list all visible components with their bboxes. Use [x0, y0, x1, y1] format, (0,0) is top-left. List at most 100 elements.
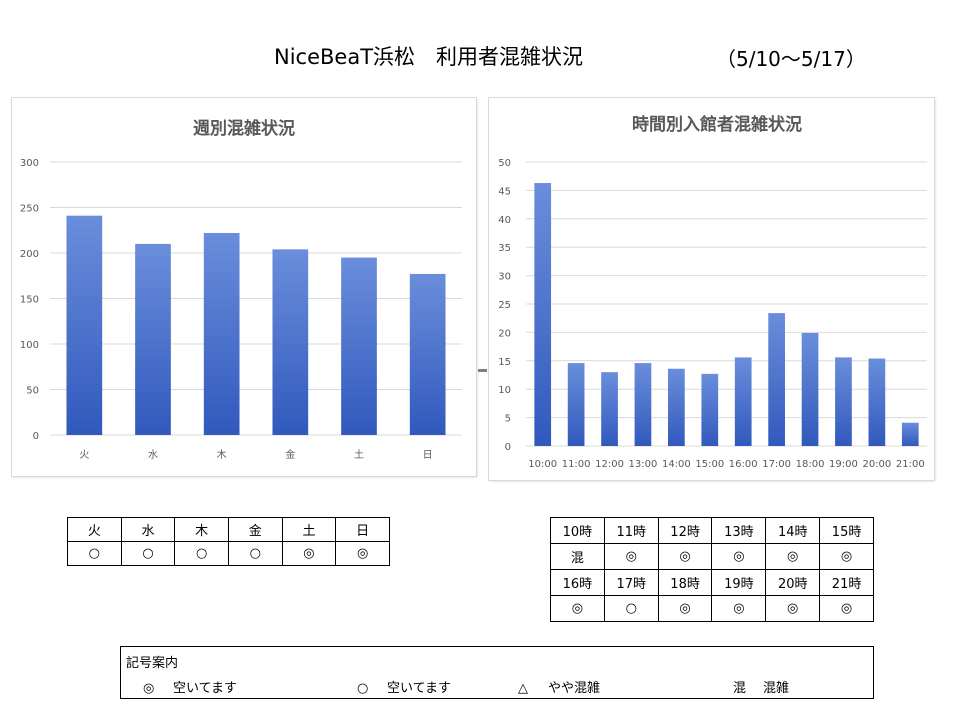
- hour-header: 11時: [603, 517, 659, 544]
- x-tick-label: 19:00: [829, 459, 858, 470]
- weekly-chart-panel: 週別混雑状況 0 50 100 150 200 250 300 火 水 木 金 土 日: [12, 98, 476, 476]
- bar: [868, 358, 886, 446]
- bar: [272, 249, 309, 435]
- x-tick-label: 20:00: [862, 459, 891, 470]
- bar: [409, 273, 446, 435]
- day-header: 火: [67, 517, 122, 542]
- status-cell: ◎: [765, 595, 821, 622]
- hour-header: 19時: [711, 569, 767, 596]
- status-cell: ◎: [711, 543, 767, 570]
- legend-symbol: ◎: [143, 681, 155, 696]
- status-cell: ○: [174, 541, 229, 566]
- status-cell: ◎: [335, 541, 390, 566]
- y-tick-label: 300: [20, 158, 39, 169]
- bar: [634, 363, 652, 446]
- day-header: 木: [174, 517, 229, 542]
- x-tick-label: 日: [423, 450, 433, 461]
- y-tick-label: 50: [26, 386, 39, 397]
- x-tick-label: 土: [354, 448, 364, 461]
- legend-label: やや混雑: [548, 681, 601, 696]
- y-tick-label: 250: [20, 204, 39, 215]
- x-tick-label: 18:00: [796, 459, 825, 470]
- x-tick-label: 金: [285, 448, 295, 461]
- date-range: （5/10～5/17）: [716, 47, 866, 71]
- bar: [701, 373, 719, 446]
- status-cell: ◎: [550, 595, 605, 622]
- hourly-status-table: 10時 11時 12時 13時 14時 15時 混 ◎ ◎ ◎ ◎ ◎ 16時 …: [550, 517, 874, 622]
- y-tick-label: 15: [498, 357, 511, 368]
- day-header: 水: [120, 517, 176, 542]
- y-tick-label: 10: [498, 385, 511, 396]
- status-cell: 混: [550, 543, 605, 570]
- day-header: 日: [335, 517, 390, 542]
- hour-header: 10時: [550, 517, 605, 544]
- bar: [801, 332, 819, 446]
- legend-symbol: 混: [733, 681, 747, 696]
- weekly-status-table: 火 水 木 金 土 日 ○ ○ ○ ○ ◎ ◎: [67, 517, 390, 566]
- x-tick-label: 水: [148, 449, 158, 461]
- hour-header: 18時: [657, 569, 713, 596]
- day-header: 土: [281, 517, 337, 542]
- bar: [668, 368, 685, 446]
- weekly-chart: 週別混雑状況 0 50 100 150 200 250 300 火 水 木 金 土 日: [20, 118, 462, 461]
- status-cell: ◎: [657, 595, 713, 622]
- status-cell: ◎: [819, 543, 874, 570]
- status-cell: ○: [227, 541, 283, 566]
- status-cell: ○: [67, 541, 122, 566]
- hour-header: 12時: [657, 517, 713, 544]
- table-row: 16時 17時 18時 19時 20時 21時: [550, 569, 874, 596]
- legend-item: 混 混雑: [733, 677, 789, 696]
- legend-symbol: ○: [357, 681, 369, 696]
- status-cell: ◎: [819, 595, 874, 622]
- page-title: NiceBeaT浜松 利用者混雑状況: [274, 45, 584, 69]
- x-tick-label: 15:00: [695, 459, 724, 470]
- legend-label: 空いてます: [173, 681, 237, 696]
- table-row: ◎ ○ ◎ ◎ ◎ ◎: [550, 595, 874, 622]
- x-tick-label: 火: [79, 449, 89, 461]
- x-tick-label: 10:00: [528, 459, 557, 470]
- status-cell: ◎: [281, 541, 337, 566]
- bar: [734, 357, 752, 446]
- x-tick-label: 17:00: [762, 459, 791, 470]
- bar: [567, 363, 585, 446]
- x-tick-label: 11:00: [562, 459, 591, 470]
- x-tick-label: 13:00: [629, 459, 658, 470]
- legend-item: ○ 空いてます: [357, 677, 451, 696]
- bar: [534, 183, 552, 446]
- y-tick-label: 0: [505, 442, 511, 453]
- x-tick-label: 木: [217, 449, 227, 461]
- symbol-legend: 記号案内 ◎ 空いてます ○ 空いてます △ やや混雑 混 混雑: [120, 646, 874, 699]
- status-cell: ○: [120, 541, 176, 566]
- bar: [601, 372, 618, 446]
- x-tick-label: 16:00: [729, 459, 758, 470]
- hour-header: 21時: [819, 569, 874, 596]
- legend-item: △ やや混雑: [518, 677, 600, 696]
- x-tick-label: 14:00: [662, 459, 691, 470]
- table-row: 10時 11時 12時 13時 14時 15時: [550, 517, 874, 544]
- hour-header: 14時: [765, 517, 821, 544]
- bar: [135, 243, 171, 435]
- y-tick-label: 25: [498, 300, 511, 311]
- y-tick-label: 50: [498, 158, 511, 169]
- legend-item: ◎ 空いてます: [143, 677, 237, 696]
- y-tick-label: 100: [20, 340, 39, 351]
- y-tick-label: 40: [498, 215, 511, 226]
- y-tick-label: 35: [498, 243, 511, 254]
- bar: [768, 313, 785, 446]
- day-header: 金: [227, 517, 283, 542]
- bar: [66, 215, 103, 435]
- divider-mark: [478, 369, 487, 372]
- hourly-chart: 時間別入館者混雑状況 0 5 10 15 20 25 30 35 40 45 50 10:00 11:00…: [498, 114, 927, 470]
- hour-header: 16時: [550, 569, 605, 596]
- legend-label: 空いてます: [387, 681, 451, 696]
- hour-header: 15時: [819, 517, 874, 544]
- status-cell: ○: [603, 595, 659, 622]
- y-tick-label: 200: [20, 249, 39, 260]
- status-cell: ◎: [657, 543, 713, 570]
- bar: [203, 232, 240, 435]
- hour-header: 17時: [603, 569, 659, 596]
- legend-title: 記号案内: [126, 656, 179, 671]
- bar: [341, 257, 377, 435]
- y-tick-label: 150: [20, 295, 39, 306]
- x-tick-label: 21:00: [896, 459, 925, 470]
